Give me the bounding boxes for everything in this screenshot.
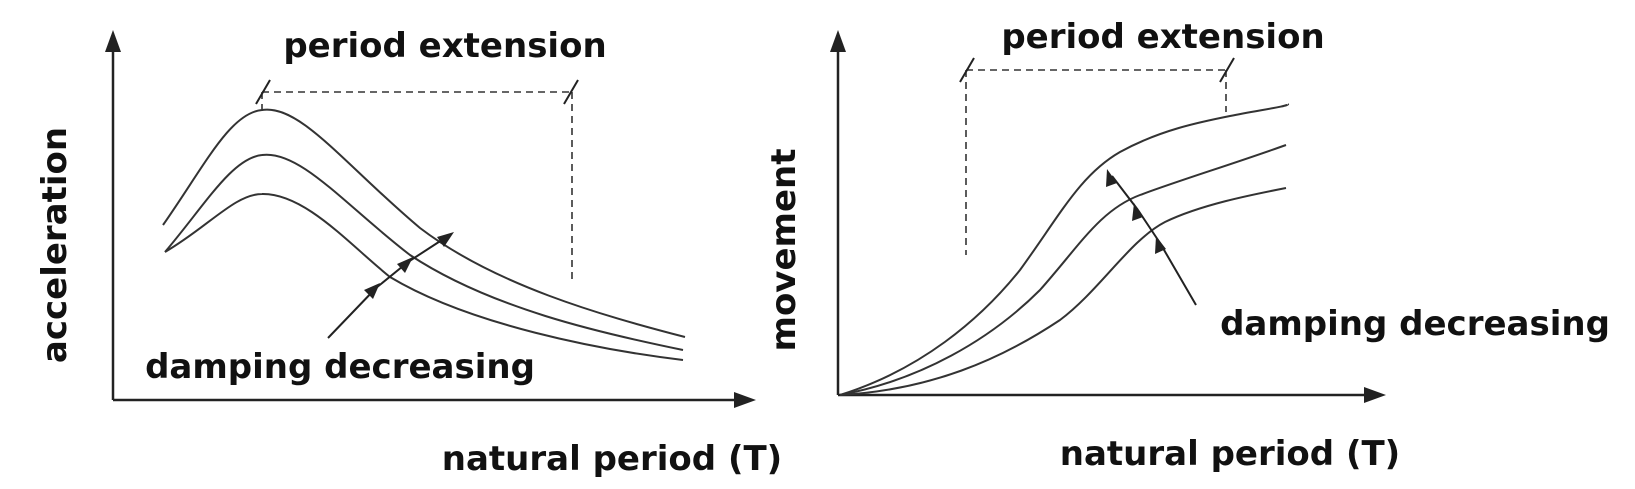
right-pointer-arrowhead-2 (1132, 203, 1143, 221)
left-curve-low-damping (162, 108, 686, 338)
left-pointer-label: damping decreasing (145, 347, 535, 387)
left-curve-mid-damping (164, 153, 684, 351)
right-y-axis-label: movement (764, 149, 804, 352)
left-x-axis-arrow (734, 392, 756, 408)
left-pointer-arrow-1 (327, 287, 377, 339)
right-curve-high-damping (839, 187, 1287, 396)
right-bracket-tick-right (1219, 57, 1235, 83)
left-x-axis-label: natural period (T) (442, 439, 782, 479)
right-curve-mid-damping (839, 144, 1287, 396)
right-curve-low-damping (839, 103, 1290, 396)
left-bracket-label: period extension (283, 26, 606, 66)
right-pointer-arrow-1 (1159, 242, 1197, 306)
left-pointer-arrowhead-3 (437, 232, 454, 247)
right-y-axis-arrow (830, 30, 846, 52)
right-pointer-label: damping decreasing (1220, 304, 1610, 344)
left-bracket-tick-left (255, 79, 271, 105)
right-pointer-arrow-3 (1111, 175, 1139, 211)
right-panel: period extension damping decreasing natu… (764, 17, 1610, 474)
right-pointer-arrowhead-3 (1106, 169, 1117, 187)
right-bracket-label: period extension (1001, 17, 1324, 57)
left-panel: period extension damping decreasing natu… (35, 26, 782, 479)
right-x-axis-arrow (1364, 387, 1386, 403)
right-bracket-tick-left (959, 57, 975, 83)
left-y-axis-label: acceleration (35, 127, 75, 363)
left-curve-high-damping (164, 192, 684, 361)
left-bracket-tick-right (563, 79, 579, 105)
left-y-axis-arrow (105, 30, 121, 52)
right-x-axis-label: natural period (T) (1060, 434, 1400, 474)
